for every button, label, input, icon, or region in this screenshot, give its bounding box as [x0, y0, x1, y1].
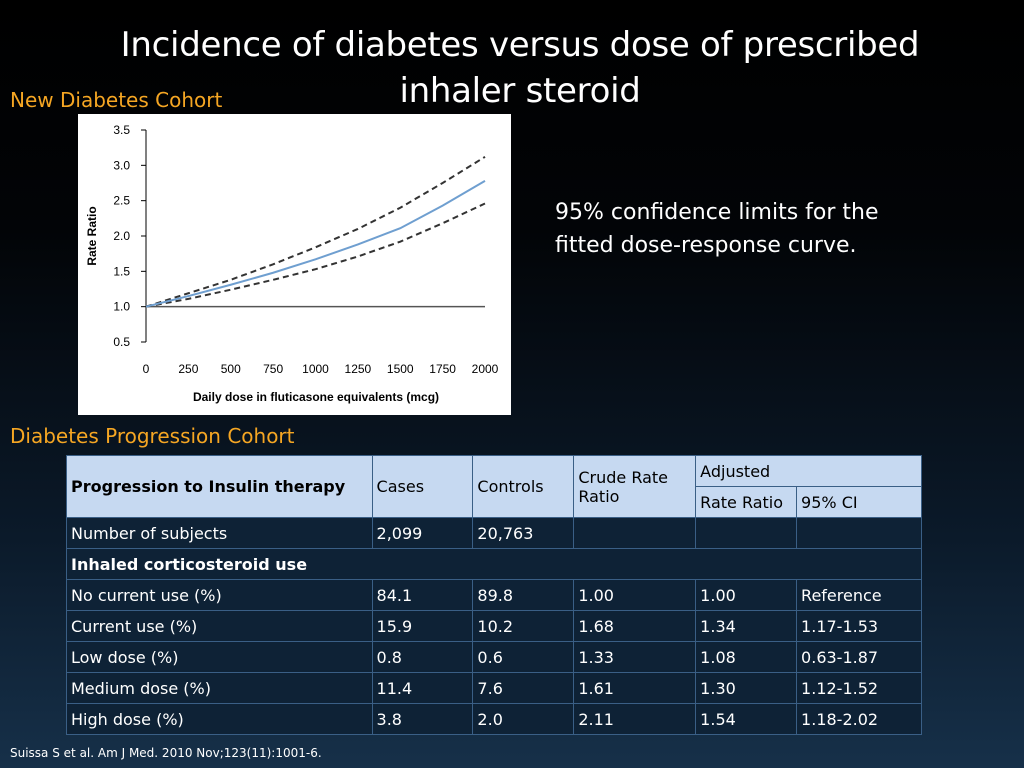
row-adjusted: 1.54 [695, 703, 798, 735]
row-label: Current use (%) [66, 610, 373, 642]
x-tick-label: 0 [143, 362, 150, 376]
series-line-dashed-lower [145, 202, 486, 308]
row-crude: 1.68 [573, 610, 697, 642]
dose-response-chart: 0.5 1.0 1.5 2.0 2.5 3.0 3.5 0 250 500 750 1000 1250… [78, 114, 511, 415]
row-adjusted: 1.00 [695, 579, 798, 611]
subjects-cases: 2,099 [371, 517, 474, 549]
slide-title: Incidence of diabetes versus dose of pre… [120, 25, 920, 111]
x-tick-label: 1250 [345, 362, 372, 376]
y-tick-label: 3.5 [113, 123, 130, 137]
row-label: Low dose (%) [66, 641, 373, 673]
table-row: Low dose (%) 0.8 0.6 1.33 1.08 0.63-1.87 [66, 641, 922, 673]
row-crude: 1.33 [573, 641, 697, 673]
row-adjusted: 1.30 [695, 672, 798, 704]
progression-cohort-label: Diabetes Progression Cohort [10, 424, 295, 448]
row-controls: 2.0 [472, 703, 575, 735]
x-tick-label: 750 [263, 362, 283, 376]
header-crude-rate-ratio: Crude Rate Ratio [573, 455, 697, 518]
header-rate-ratio: Rate Ratio [695, 486, 798, 518]
empty-cell [695, 517, 798, 549]
table-section-row: Inhaled corticosteroid use [66, 548, 922, 580]
row-cases: 11.4 [371, 672, 474, 704]
chart-svg: 0.5 1.0 1.5 2.0 2.5 3.0 3.5 0 250 500 750 1000 1250… [85, 123, 499, 404]
header-progression: Progression to Insulin therapy [66, 455, 373, 518]
row-ci: 0.63-1.87 [796, 641, 922, 673]
row-cases: 84.1 [371, 579, 474, 611]
table-row: Number of subjects 2,099 20,763 [66, 517, 922, 549]
x-axis: 0 250 500 750 1000 1250 1500 1750 2000 [143, 362, 499, 376]
row-cases: 15.9 [371, 610, 474, 642]
y-tick-label: 2.5 [113, 194, 130, 208]
row-label: High dose (%) [66, 703, 373, 735]
table-row: Medium dose (%) 11.4 7.6 1.61 1.30 1.12-… [66, 672, 922, 704]
row-crude: 1.61 [573, 672, 697, 704]
confidence-note: 95% confidence limits for the fitted dos… [555, 200, 879, 258]
row-label: No current use (%) [66, 579, 373, 611]
section-inhaled-corticosteroid: Inhaled corticosteroid use [66, 548, 922, 580]
subjects-label: Number of subjects [66, 517, 373, 549]
series-line-dashed-upper [145, 156, 486, 308]
x-tick-label: 500 [221, 362, 241, 376]
table-row: Current use (%) 15.9 10.2 1.68 1.34 1.17… [66, 610, 922, 642]
row-ci: Reference [796, 579, 922, 611]
row-controls: 0.6 [472, 641, 575, 673]
y-tick-label: 1.0 [113, 300, 130, 314]
table-header-row: Progression to Insulin therapy Cases Con… [66, 455, 922, 518]
citation: Suissa S et al. Am J Med. 2010 Nov;123(1… [10, 746, 322, 760]
row-crude: 1.00 [573, 579, 697, 611]
x-tick-label: 1500 [387, 362, 414, 376]
row-controls: 10.2 [472, 610, 575, 642]
y-tick-label: 0.5 [113, 335, 130, 349]
table-row: No current use (%) 84.1 89.8 1.00 1.00 R… [66, 579, 922, 611]
header-controls: Controls [472, 455, 575, 518]
x-tick-label: 250 [178, 362, 198, 376]
new-cohort-label: New Diabetes Cohort [10, 88, 223, 112]
row-adjusted: 1.34 [695, 610, 798, 642]
series-layer [145, 156, 486, 308]
subjects-controls: 20,763 [472, 517, 575, 549]
header-cases: Cases [371, 455, 474, 518]
empty-cell [796, 517, 922, 549]
y-tick-label: 1.5 [113, 264, 130, 278]
row-controls: 89.8 [472, 579, 575, 611]
y-axis-label: Rate Ratio [85, 206, 99, 265]
row-ci: 1.17-1.53 [796, 610, 922, 642]
row-label: Medium dose (%) [66, 672, 373, 704]
table-row: High dose (%) 3.8 2.0 2.11 1.54 1.18-2.0… [66, 703, 922, 735]
y-tick-label: 3.0 [113, 158, 130, 172]
row-cases: 3.8 [371, 703, 474, 735]
header-95-ci: 95% CI [796, 486, 922, 518]
x-tick-label: 1000 [302, 362, 329, 376]
row-cases: 0.8 [371, 641, 474, 673]
row-crude: 2.11 [573, 703, 697, 735]
y-axis: 0.5 1.0 1.5 2.0 2.5 3.0 3.5 [113, 123, 147, 349]
x-axis-label: Daily dose in fluticasone equivalents (m… [193, 390, 439, 404]
row-ci: 1.18-2.02 [796, 703, 922, 735]
header-adjusted: Adjusted [695, 455, 922, 487]
row-ci: 1.12-1.52 [796, 672, 922, 704]
progression-table: Progression to Insulin therapy Cases Con… [66, 455, 922, 735]
x-tick-label: 1750 [429, 362, 456, 376]
row-controls: 7.6 [472, 672, 575, 704]
x-tick-label: 2000 [472, 362, 499, 376]
empty-cell [573, 517, 697, 549]
series-line-solid-blue [145, 180, 486, 308]
y-tick-label: 2.0 [113, 229, 130, 243]
row-adjusted: 1.08 [695, 641, 798, 673]
